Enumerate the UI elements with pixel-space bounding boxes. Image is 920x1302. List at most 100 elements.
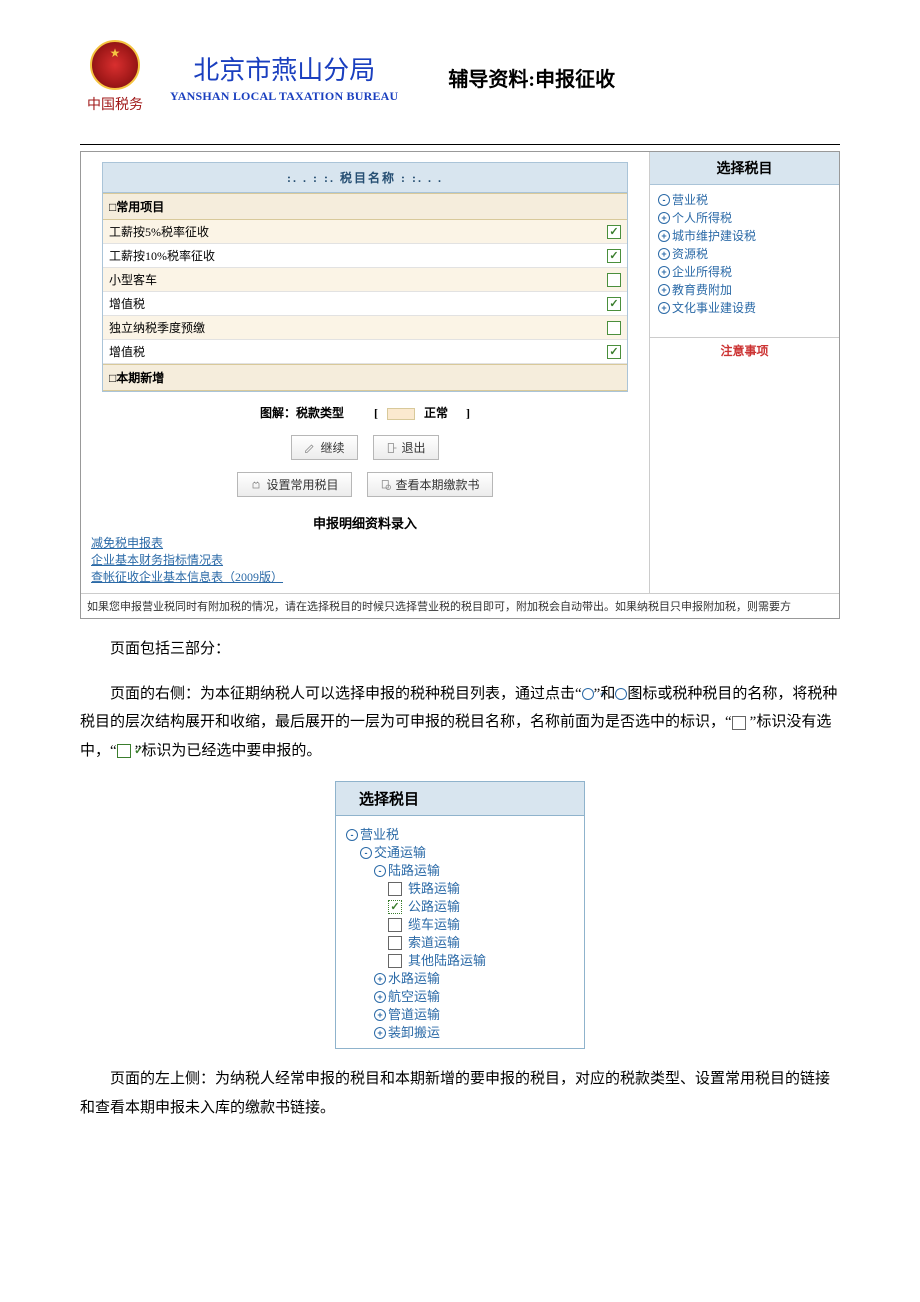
link-3[interactable]: 查帐征收企业基本信息表（2009版） [91,568,639,585]
tree-node[interactable]: 装卸搬运 [346,1024,578,1042]
right-panel-title: 选择税目 [650,152,839,185]
notice-title: 注意事项 [650,337,839,363]
plus-icon[interactable] [374,991,386,1003]
checkbox-icon[interactable] [607,273,621,287]
bracket-left: [ [374,406,378,420]
tree-label: 教育费附加 [672,281,732,299]
tree-node[interactable]: 水路运输 [346,970,578,988]
view-payment-label: 查看本期缴款书 [396,476,480,493]
tax-row-label: 工薪按10%税率征收 [109,247,607,264]
checkbox-icon[interactable] [607,225,621,239]
tree-item[interactable]: 资源税 [658,245,835,263]
checkbox-icon[interactable] [388,882,402,896]
minus-icon[interactable] [346,829,358,841]
notice-line: 如果您申报营业税同时有附加税的情况，请在选择税目的时候只选择营业税的税目即可，附… [81,593,839,618]
checkbox-icon[interactable] [607,345,621,359]
tree-node[interactable]: 管道运输 [346,1006,578,1024]
view-payment-button[interactable]: 查看本期缴款书 [367,472,493,497]
tax-row-label: 增值税 [109,295,607,312]
tree-item[interactable]: 文化事业建设费 [658,299,835,317]
para-1: 页面包括三部分： [80,635,840,664]
plus-icon[interactable] [658,266,670,278]
plus-icon[interactable] [658,248,670,260]
tree-node[interactable]: 索道运输 [346,934,578,952]
plus-icon[interactable] [658,284,670,296]
checkbox-icon[interactable] [388,900,402,914]
legend-row: 图解：税款类型 [ 正常 ] [91,392,639,429]
tree-node-label: 营业税 [360,826,399,844]
exit-button[interactable]: 退出 [373,435,439,460]
continue-label: 继续 [320,439,344,456]
tree-item[interactable]: 个人所得税 [658,209,835,227]
tax-row[interactable]: 工薪按10%税率征收 [103,244,627,268]
legend-prefix: 图解：税款类型 [260,406,344,420]
tree-node[interactable]: 交通运输 [346,844,578,862]
checked-icon-inline [117,744,131,758]
tree-node-label: 陆路运输 [388,862,440,880]
set-common-button[interactable]: 设置常用税目 [237,472,351,497]
checkbox-icon[interactable] [607,321,621,335]
tree-node[interactable]: 营业税 [346,826,578,844]
links-block: 减免税申报表 企业基本财务指标情况表 查帐征收企业基本信息表（2009版） [91,534,639,589]
tax-row-label: 小型客车 [109,271,607,288]
button-row-1: 继续 退出 [91,429,639,466]
plus-icon[interactable] [658,230,670,242]
title-en: YANSHAN LOCAL TAXATION BUREAU [170,89,398,104]
minus-icon[interactable] [374,865,386,877]
plus-icon[interactable] [658,302,670,314]
set-common-label: 设置常用税目 [266,476,338,493]
tree-item[interactable]: 教育费附加 [658,281,835,299]
plus-icon[interactable] [374,973,386,985]
minus-icon[interactable] [360,847,372,859]
link-2[interactable]: 企业基本财务指标情况表 [91,551,639,568]
plus-icon[interactable] [374,1009,386,1021]
tree-label: 资源税 [672,245,708,263]
checkbox-icon[interactable] [388,936,402,950]
checkbox-icon[interactable] [607,297,621,311]
tree-node[interactable]: 陆路运输 [346,862,578,880]
tax-row[interactable]: 独立纳税季度预缴 [103,316,627,340]
tree-item[interactable]: 企业所得税 [658,263,835,281]
checkbox-icon[interactable] [388,918,402,932]
tax-row[interactable]: 增值税 [103,292,627,316]
section-common: □常用项目 [103,193,627,220]
emblem-icon [90,40,140,90]
tree-item[interactable]: 营业税 [658,191,835,209]
tax-name-header: :. . : :. 税目名称 : :. . . [103,163,627,193]
checkbox-icon[interactable] [388,954,402,968]
tree-node[interactable]: 公路运输 [346,898,578,916]
tax-row[interactable]: 工薪按5%税率征收 [103,220,627,244]
legend-swatch [387,408,415,420]
unchecked-icon-inline [732,716,746,730]
minus-icon[interactable] [658,194,670,206]
checkbox-icon[interactable] [607,249,621,263]
tax-row-label: 增值税 [109,343,607,360]
plus-icon[interactable] [658,212,670,224]
tree-item[interactable]: 城市维护建设税 [658,227,835,245]
tax-row[interactable]: 小型客车 [103,268,627,292]
tax-tree: 营业税个人所得税城市维护建设税资源税企业所得税教育费附加文化事业建设费 [650,185,839,337]
tax-row[interactable]: 增值税 [103,340,627,364]
tree-node[interactable]: 铁路运输 [346,880,578,898]
plus-icon[interactable] [374,1027,386,1039]
tree-node-label: 水路运输 [388,970,440,988]
plus-icon-inline [582,688,594,700]
tree-box-body: 营业税交通运输陆路运输铁路运输公路运输缆车运输索道运输其他陆路运输水路运输航空运… [336,816,584,1048]
panel-left: :. . : :. 税目名称 : :. . . □常用项目 工薪按5%税率征收工… [81,152,649,593]
continue-button[interactable]: 继续 [291,435,357,460]
tree-node-label: 管道运输 [388,1006,440,1024]
tree-node-label: 铁路运输 [408,880,460,898]
tax-name-box: :. . : :. 税目名称 : :. . . □常用项目 工薪按5%税率征收工… [102,162,628,392]
link-1[interactable]: 减免税申报表 [91,534,639,551]
header-separator [80,144,840,145]
tree-node[interactable]: 缆车运输 [346,916,578,934]
tax-row-label: 工薪按5%税率征收 [109,223,607,240]
tree-node-label: 公路运输 [408,898,460,916]
legend-normal: 正常 [424,406,448,420]
button-row-2: 设置常用税目 查看本期缴款书 [91,466,639,503]
tree-node[interactable]: 其他陆路运输 [346,952,578,970]
tree-node[interactable]: 航空运输 [346,988,578,1006]
tree-node-label: 装卸搬运 [388,1024,440,1042]
tree-label: 企业所得税 [672,263,732,281]
section-new: □本期新增 [103,364,627,391]
